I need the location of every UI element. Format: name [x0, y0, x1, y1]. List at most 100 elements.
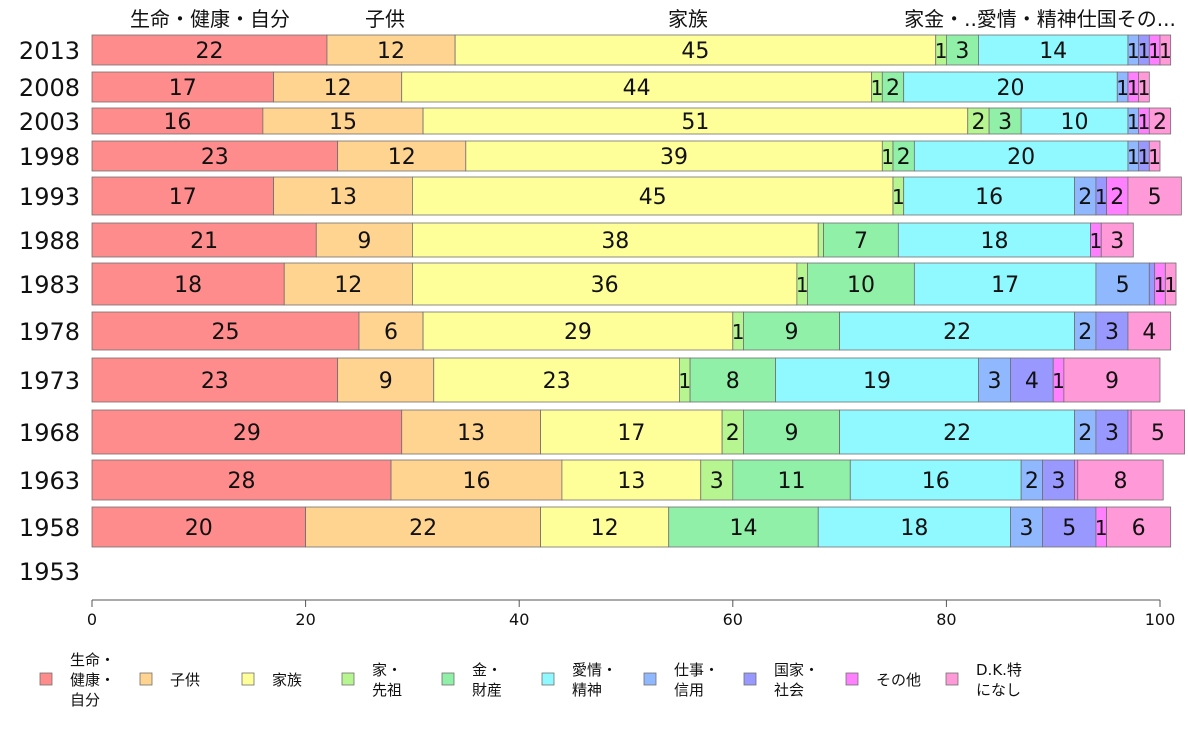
bar-segment	[390, 459, 563, 501]
data-label: 8	[1113, 469, 1127, 494]
bar-segment	[283, 262, 413, 306]
data-label: 3	[1110, 229, 1124, 254]
legend-label: その他	[876, 671, 921, 689]
data-label: 38	[601, 229, 629, 254]
bar-segment	[1074, 459, 1079, 501]
data-label: 1	[1138, 39, 1151, 63]
data-label: 14	[729, 516, 757, 541]
year-label-1963: 1963	[19, 467, 80, 495]
year-labels: 2013 2008 2003 1998 1993 1988 1983 1978 1973 1968…	[19, 37, 80, 586]
data-label: 1	[1127, 145, 1140, 169]
data-label: 1	[881, 145, 894, 169]
bar-segment	[903, 176, 1075, 216]
data-label: 29	[233, 421, 261, 446]
data-label: 17	[169, 76, 197, 101]
data-label: 5	[1116, 273, 1130, 298]
data-label: 1	[1138, 110, 1151, 134]
bar-segment	[540, 409, 723, 455]
data-label: 23	[201, 145, 229, 170]
legend-item: 愛情・精神	[541, 661, 617, 699]
data-label: 2	[1078, 421, 1092, 446]
bar-segment	[540, 506, 670, 548]
bar-segment	[1127, 311, 1172, 351]
data-label: 5	[1148, 185, 1162, 210]
bar-segment	[422, 107, 969, 135]
data-label: 3	[1052, 469, 1066, 494]
legend-swatch	[241, 672, 255, 686]
data-label: 1	[1148, 145, 1161, 169]
data-label: 51	[681, 110, 709, 135]
bar-segment	[91, 34, 328, 66]
bar-segment	[913, 262, 1097, 306]
bar-segment	[337, 140, 467, 172]
year-label-1973: 1973	[19, 367, 80, 395]
legend-swatch	[945, 672, 959, 686]
data-label: 45	[681, 39, 709, 64]
data-label: 23	[543, 369, 571, 394]
data-label: 2	[886, 76, 900, 101]
data-label: 9	[357, 229, 371, 254]
data-label: 16	[462, 469, 490, 494]
data-label: 1	[1116, 76, 1129, 100]
data-label: 18	[900, 516, 928, 541]
data-label: 6	[384, 320, 398, 345]
bar-segment	[91, 506, 307, 548]
bar-segment	[91, 176, 274, 216]
data-label: 1	[1095, 516, 1108, 540]
bar-segment	[1164, 262, 1177, 306]
legend-label: D.K.特	[976, 661, 1022, 679]
data-label: 1	[732, 320, 745, 344]
legend-swatch	[341, 672, 355, 686]
data-label: 5	[1151, 421, 1165, 446]
bar-segment	[732, 459, 851, 501]
data-label: 18	[980, 229, 1008, 254]
data-label: 44	[623, 76, 651, 101]
data-label: 1	[1127, 39, 1140, 63]
x-tick-label: 80	[936, 610, 956, 629]
bar-segment	[91, 262, 285, 306]
data-label: 16	[975, 185, 1003, 210]
data-label: 17	[991, 273, 1019, 298]
bar-segment	[337, 357, 435, 403]
legend-label: 家族	[272, 671, 302, 689]
bar-segment	[1063, 357, 1161, 403]
legend-swatch	[139, 672, 153, 686]
x-tick-label: 60	[723, 610, 743, 629]
bar-segment	[1020, 107, 1129, 135]
data-label: 13	[329, 185, 357, 210]
bar-segment	[91, 140, 339, 172]
legend-label: になし	[976, 681, 1021, 699]
data-label: 8	[726, 369, 740, 394]
data-label: 2	[971, 110, 985, 135]
data-label: 12	[324, 76, 352, 101]
x-tick-label: 100	[1145, 610, 1176, 629]
bar-segment	[1130, 409, 1185, 455]
bar-segment	[1148, 140, 1161, 172]
legend-swatch	[643, 672, 657, 686]
legend-label: 愛情・	[572, 661, 617, 679]
data-label: 17	[169, 185, 197, 210]
data-label: 18	[174, 273, 202, 298]
x-tick-label: 20	[295, 610, 315, 629]
data-label: 12	[388, 145, 416, 170]
bar-segment	[1127, 409, 1132, 455]
legend-item: 生命・健康・自分	[39, 651, 115, 709]
data-label: 1	[1127, 76, 1140, 100]
data-label: 29	[564, 320, 592, 345]
data-label: 2	[1110, 185, 1124, 210]
legend-label: 家・	[372, 661, 402, 679]
data-label: 16	[922, 469, 950, 494]
bar-segment	[1100, 222, 1134, 258]
legend-label: 健康・	[70, 671, 115, 689]
bar-segment	[1042, 506, 1097, 548]
year-label-2008: 2008	[19, 74, 80, 102]
bar-segment	[454, 34, 937, 66]
legend-label: 生命・	[70, 651, 115, 669]
legend-label: 精神	[572, 681, 602, 699]
bar-segment	[1127, 176, 1182, 216]
data-label: 17	[617, 421, 645, 446]
year-label-1953: 1953	[19, 558, 80, 586]
bar-segment	[743, 311, 840, 351]
bar-segment	[273, 176, 413, 216]
year-label-1988: 1988	[19, 227, 80, 255]
